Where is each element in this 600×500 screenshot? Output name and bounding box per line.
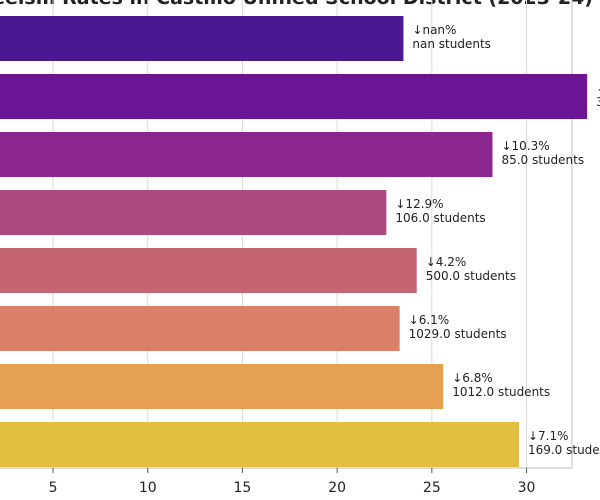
x-axis-ticks: 5 10 15 20 25 30 <box>49 468 536 496</box>
x-tick-label: 20 <box>328 480 346 496</box>
bar-change-label: ↓nan% <box>412 23 456 37</box>
bar-change-label: ↓10.3% <box>501 139 549 153</box>
bar-8 <box>0 422 519 467</box>
x-tick-label: 30 <box>518 480 536 496</box>
bar-change-label: ↓4.2% <box>426 255 467 269</box>
bar-3 <box>0 132 493 177</box>
x-tick-label: 5 <box>49 480 58 496</box>
x-tick-label: 25 <box>423 480 441 496</box>
bar-students-label: 500.0 students <box>426 269 516 283</box>
bar-change-label: ↓13.7% <box>596 81 600 95</box>
bar-7 <box>0 364 444 409</box>
data-labels: ↓nan%nan students ↓13.7%36.0 students ↓10.… <box>395 23 600 457</box>
bar-change-label: ↓12.9% <box>395 197 443 211</box>
bar-students-label: 169.0 students <box>528 443 600 457</box>
bar-change-label: ↓6.8% <box>452 371 493 385</box>
bar-students-label: 1012.0 students <box>452 385 550 399</box>
bar-change-label: ↓6.1% <box>409 313 450 327</box>
bar-students-label: 106.0 students <box>395 211 485 225</box>
bar-4 <box>0 190 387 235</box>
bar-students-label: 85.0 students <box>501 153 584 167</box>
x-tick-label: 15 <box>234 480 252 496</box>
bars <box>0 16 588 467</box>
bar-5 <box>0 248 417 293</box>
bar-1 <box>0 16 404 61</box>
bar-6 <box>0 306 400 351</box>
bar-students-label: 1029.0 students <box>409 327 507 341</box>
bar-2 <box>0 74 588 119</box>
bar-students-label: 36.0 students <box>596 95 600 109</box>
chart-title: Absenteeism Rates in Castillo Unified Sc… <box>0 0 593 9</box>
bar-students-label: nan students <box>412 37 491 51</box>
x-tick-label: 10 <box>139 480 157 496</box>
bar-change-label: ↓7.1% <box>528 429 569 443</box>
